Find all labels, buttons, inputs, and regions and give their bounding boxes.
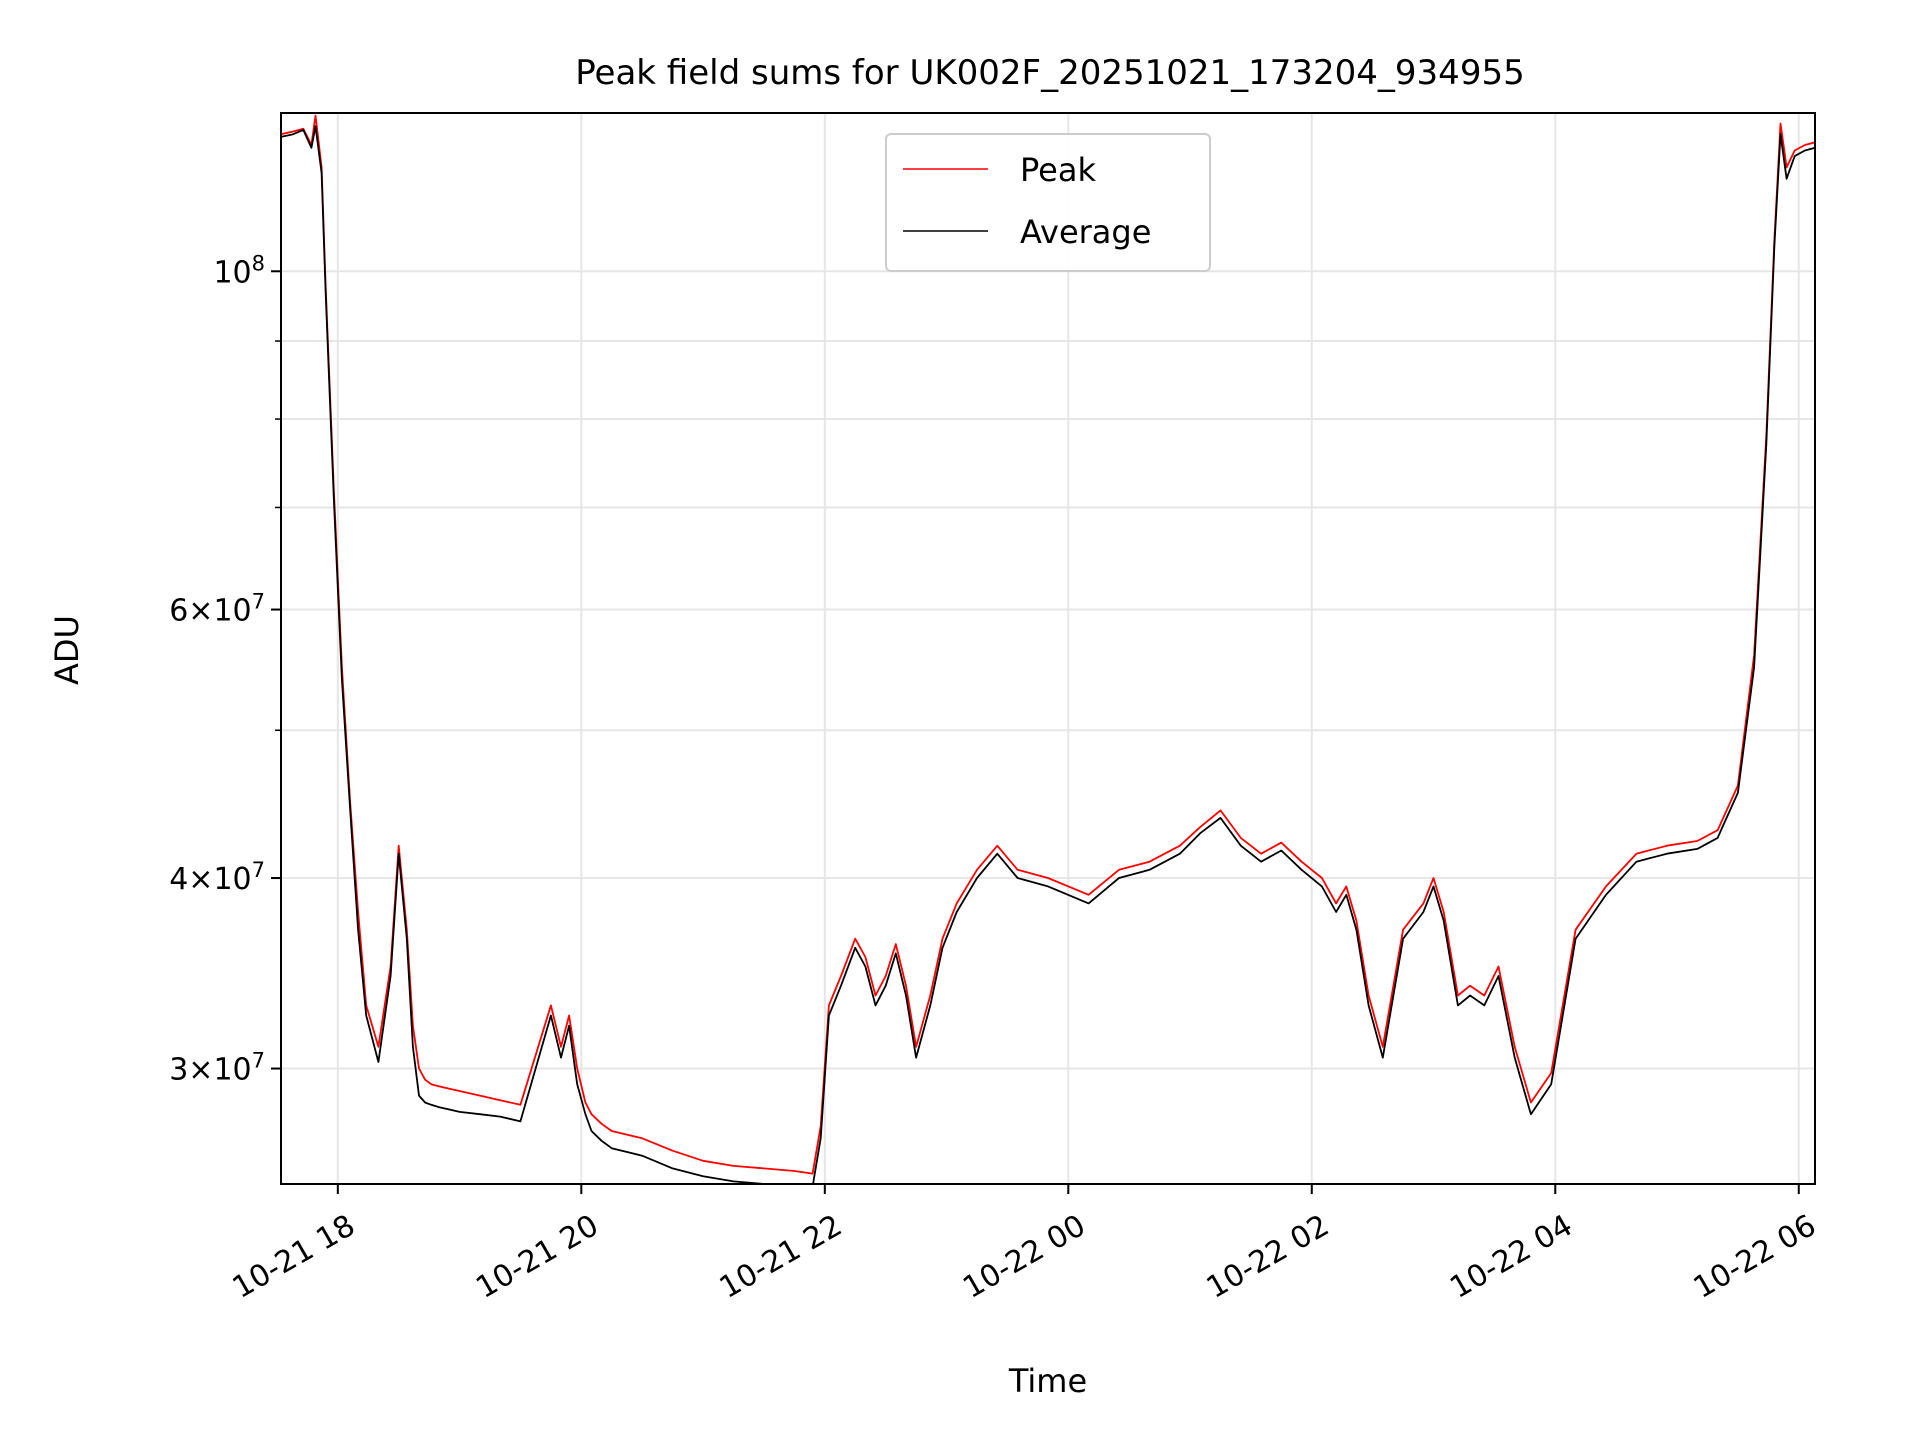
y-axis-label: ADU (48, 615, 86, 685)
legend: Peak Average (885, 133, 1211, 272)
x-axis-label: Time (1008, 1362, 1087, 1400)
y-tick-label: 6×107 (169, 590, 265, 629)
series-line-peak (281, 114, 1815, 1175)
chart-title: Peak field sums for UK002F_20251021_1732… (575, 53, 1524, 93)
y-tick-label: 3×107 (169, 1049, 265, 1088)
series-lines (281, 114, 1815, 1184)
plot-area (281, 113, 1815, 1184)
legend-peak-label: Peak (1020, 151, 1096, 189)
y-tick-label: 4×107 (169, 858, 265, 897)
series-line-average (281, 125, 1815, 1184)
y-tick-label: 108 (213, 251, 265, 290)
legend-average-label: Average (1020, 213, 1151, 251)
y-axis-ticks: 3×107 4×107 6×107 108 (169, 251, 281, 1088)
plot-frame (280, 112, 1816, 1185)
